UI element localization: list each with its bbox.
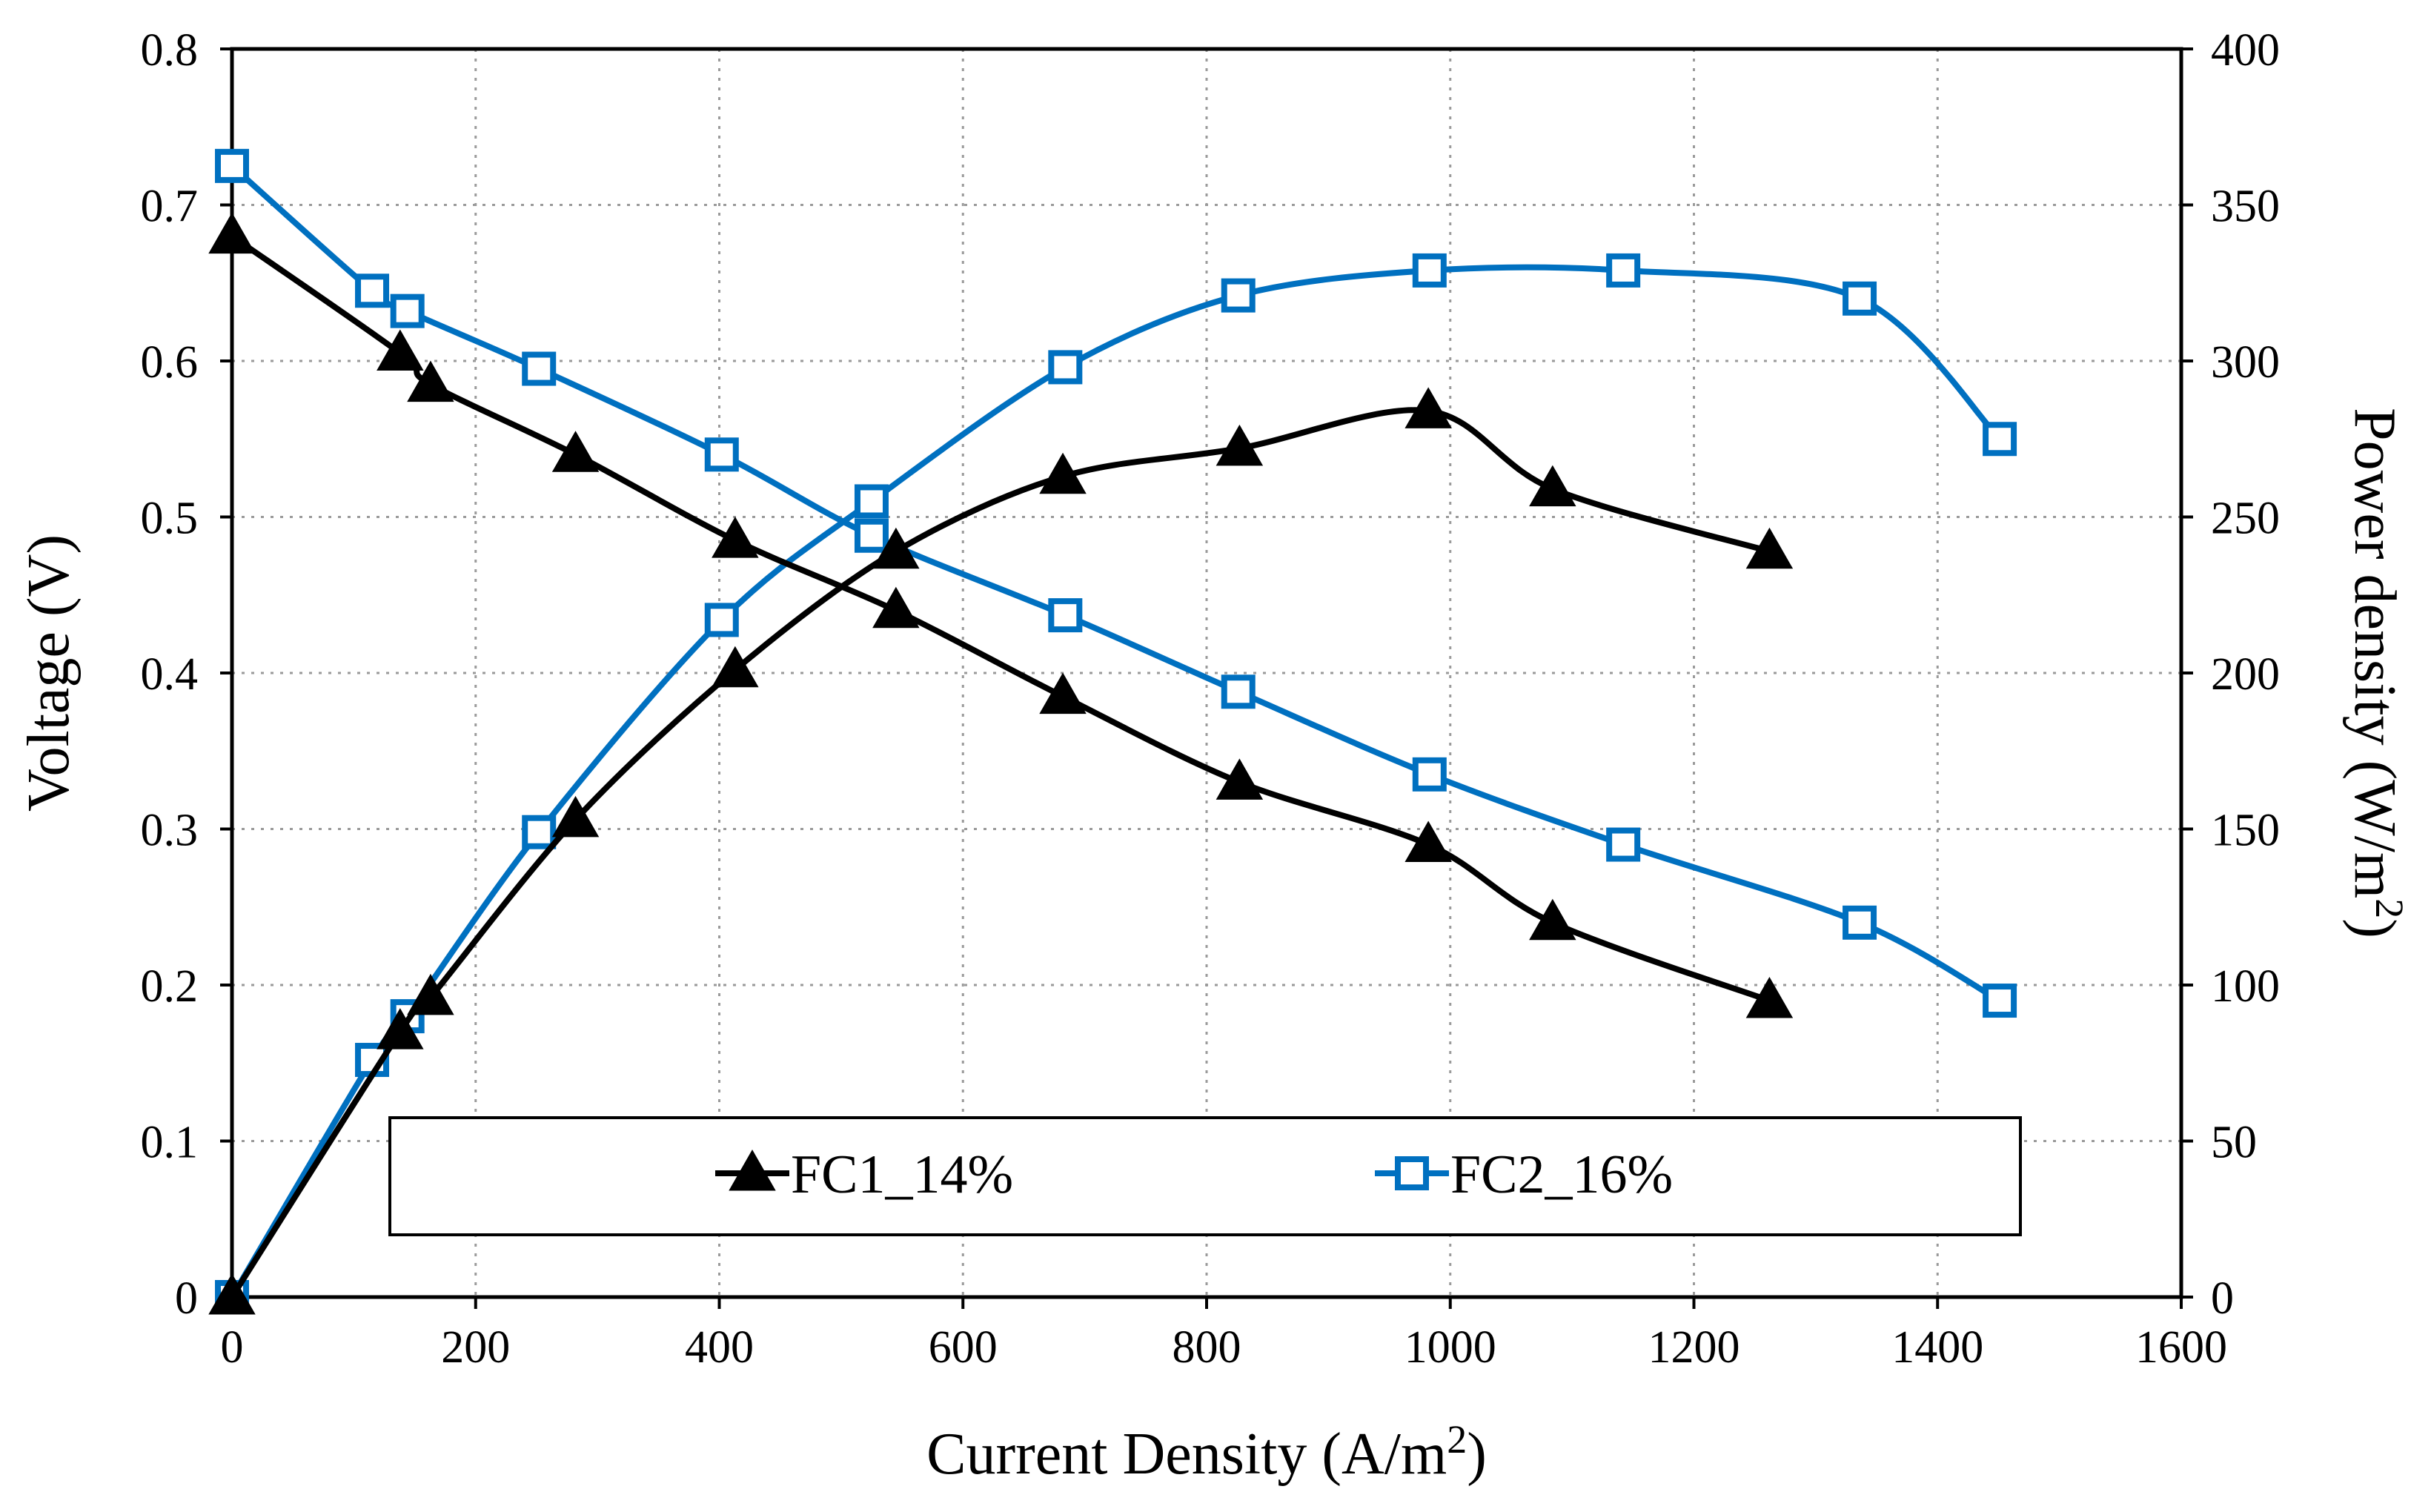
grid-lines xyxy=(232,49,2181,1297)
y-tick-label: 0 xyxy=(175,1273,198,1324)
power-point xyxy=(551,795,600,838)
voltage-point xyxy=(215,148,249,183)
x-tick-label: 800 xyxy=(1173,1322,1241,1373)
power-point xyxy=(1404,387,1452,428)
x-tick-label: 400 xyxy=(685,1322,754,1373)
voltage-point xyxy=(704,437,739,472)
power-point xyxy=(1048,350,1083,385)
voltage-point xyxy=(407,360,454,402)
power-point xyxy=(1843,281,1877,316)
series-FC1_14% xyxy=(208,212,1794,1315)
y-axis-right-title: Power density (W/m2) xyxy=(2342,408,2412,938)
voltage-point xyxy=(208,212,256,254)
y2-tick-label: 150 xyxy=(2211,806,2280,856)
y2-tick-label: 0 xyxy=(2211,1273,2234,1324)
voltage-point xyxy=(1843,905,1877,940)
y2-tick-label: 300 xyxy=(2211,337,2280,388)
voltage-point xyxy=(1529,898,1576,941)
power-point xyxy=(1216,424,1264,466)
legend-box xyxy=(388,1116,2022,1236)
y-tick-label: 0.6 xyxy=(141,337,199,388)
power-point xyxy=(407,973,454,1015)
y-axis-left-ticks: 0 0.1 0.2 0.3 0.4 0.5 0.6 0.7 0.8 xyxy=(141,25,232,1324)
power-point xyxy=(1221,278,1256,313)
x-axis-title: Current Density (A/m2) xyxy=(926,1417,1487,1487)
y2-tick-label: 100 xyxy=(2211,961,2280,1012)
x-tick-label: 0 xyxy=(221,1322,244,1373)
voltage-point xyxy=(1216,758,1264,800)
power-point xyxy=(377,1008,424,1050)
voltage-point xyxy=(1745,977,1794,1018)
x-tick-label: 1000 xyxy=(1404,1322,1496,1373)
x-tick-label: 1200 xyxy=(1648,1322,1740,1373)
legend-label: FC1_14% xyxy=(791,1144,1013,1205)
x-tick-label: 1600 xyxy=(2135,1322,2227,1373)
power-point xyxy=(522,815,557,849)
x-tick-label: 600 xyxy=(929,1322,998,1373)
voltage-point xyxy=(377,329,424,371)
power-point xyxy=(854,484,889,519)
series-layer xyxy=(208,148,2017,1315)
y2-tick-label: 50 xyxy=(2211,1118,2257,1168)
voltage-point xyxy=(551,431,600,472)
legend-marker xyxy=(1395,1156,1429,1190)
y-axis-left-title: Voltage (V) xyxy=(16,534,82,812)
voltage-line xyxy=(230,233,1771,1004)
y-tick-label: 0.4 xyxy=(141,649,199,700)
y-axis-right-ticks: 0 50 100 150 200 250 300 350 400 xyxy=(2181,25,2280,1324)
y-tick-label: 0.7 xyxy=(141,182,199,232)
y-tick-label: 0.3 xyxy=(141,806,199,856)
legend-marker xyxy=(729,1149,776,1191)
voltage-point xyxy=(355,273,390,308)
voltage-point xyxy=(1048,598,1083,633)
voltage-point xyxy=(712,517,759,558)
legend-label: FC2_16% xyxy=(1450,1144,1673,1205)
power-point xyxy=(712,646,759,688)
power-point xyxy=(1745,527,1794,569)
voltage-point xyxy=(522,351,557,386)
voltage-point xyxy=(872,586,920,629)
y-tick-label: 0.1 xyxy=(141,1118,199,1168)
x-tick-label: 1400 xyxy=(1891,1322,1983,1373)
y-tick-label: 0.8 xyxy=(141,25,199,76)
power-point xyxy=(1606,253,1641,288)
y2-tick-label: 350 xyxy=(2211,182,2280,232)
power-point xyxy=(208,1273,256,1315)
voltage-point xyxy=(1606,827,1641,862)
power-point xyxy=(872,527,920,569)
voltage-point xyxy=(1039,672,1087,714)
power-point xyxy=(704,603,739,637)
legend-entry: FC2_16% xyxy=(1375,1144,1673,1205)
power-point xyxy=(1529,465,1576,507)
power-point xyxy=(1039,452,1087,494)
voltage-point xyxy=(854,518,889,553)
series-FC2_16% xyxy=(215,148,2017,1314)
y2-tick-label: 250 xyxy=(2211,494,2280,544)
voltage-line xyxy=(230,163,2002,1004)
x-tick-label: 200 xyxy=(441,1322,510,1373)
power-point xyxy=(1983,422,2017,457)
x-axis-ticks: 0 200 400 600 800 1000 1200 1400 1600 xyxy=(221,1297,2227,1373)
voltage-point xyxy=(1404,820,1452,863)
y-tick-label: 0.2 xyxy=(141,961,199,1012)
power-point xyxy=(1412,253,1447,288)
voltage-point xyxy=(1221,674,1256,709)
legend: FC1_14% FC2_16% xyxy=(388,1116,2022,1236)
legend-entry: FC1_14% xyxy=(715,1144,1013,1205)
voltage-point xyxy=(390,294,425,328)
y-tick-label: 0.5 xyxy=(141,494,199,544)
y2-tick-label: 400 xyxy=(2211,25,2280,76)
y2-tick-label: 200 xyxy=(2211,649,2280,700)
voltage-point xyxy=(1412,757,1447,792)
voltage-point xyxy=(1983,984,2017,1018)
